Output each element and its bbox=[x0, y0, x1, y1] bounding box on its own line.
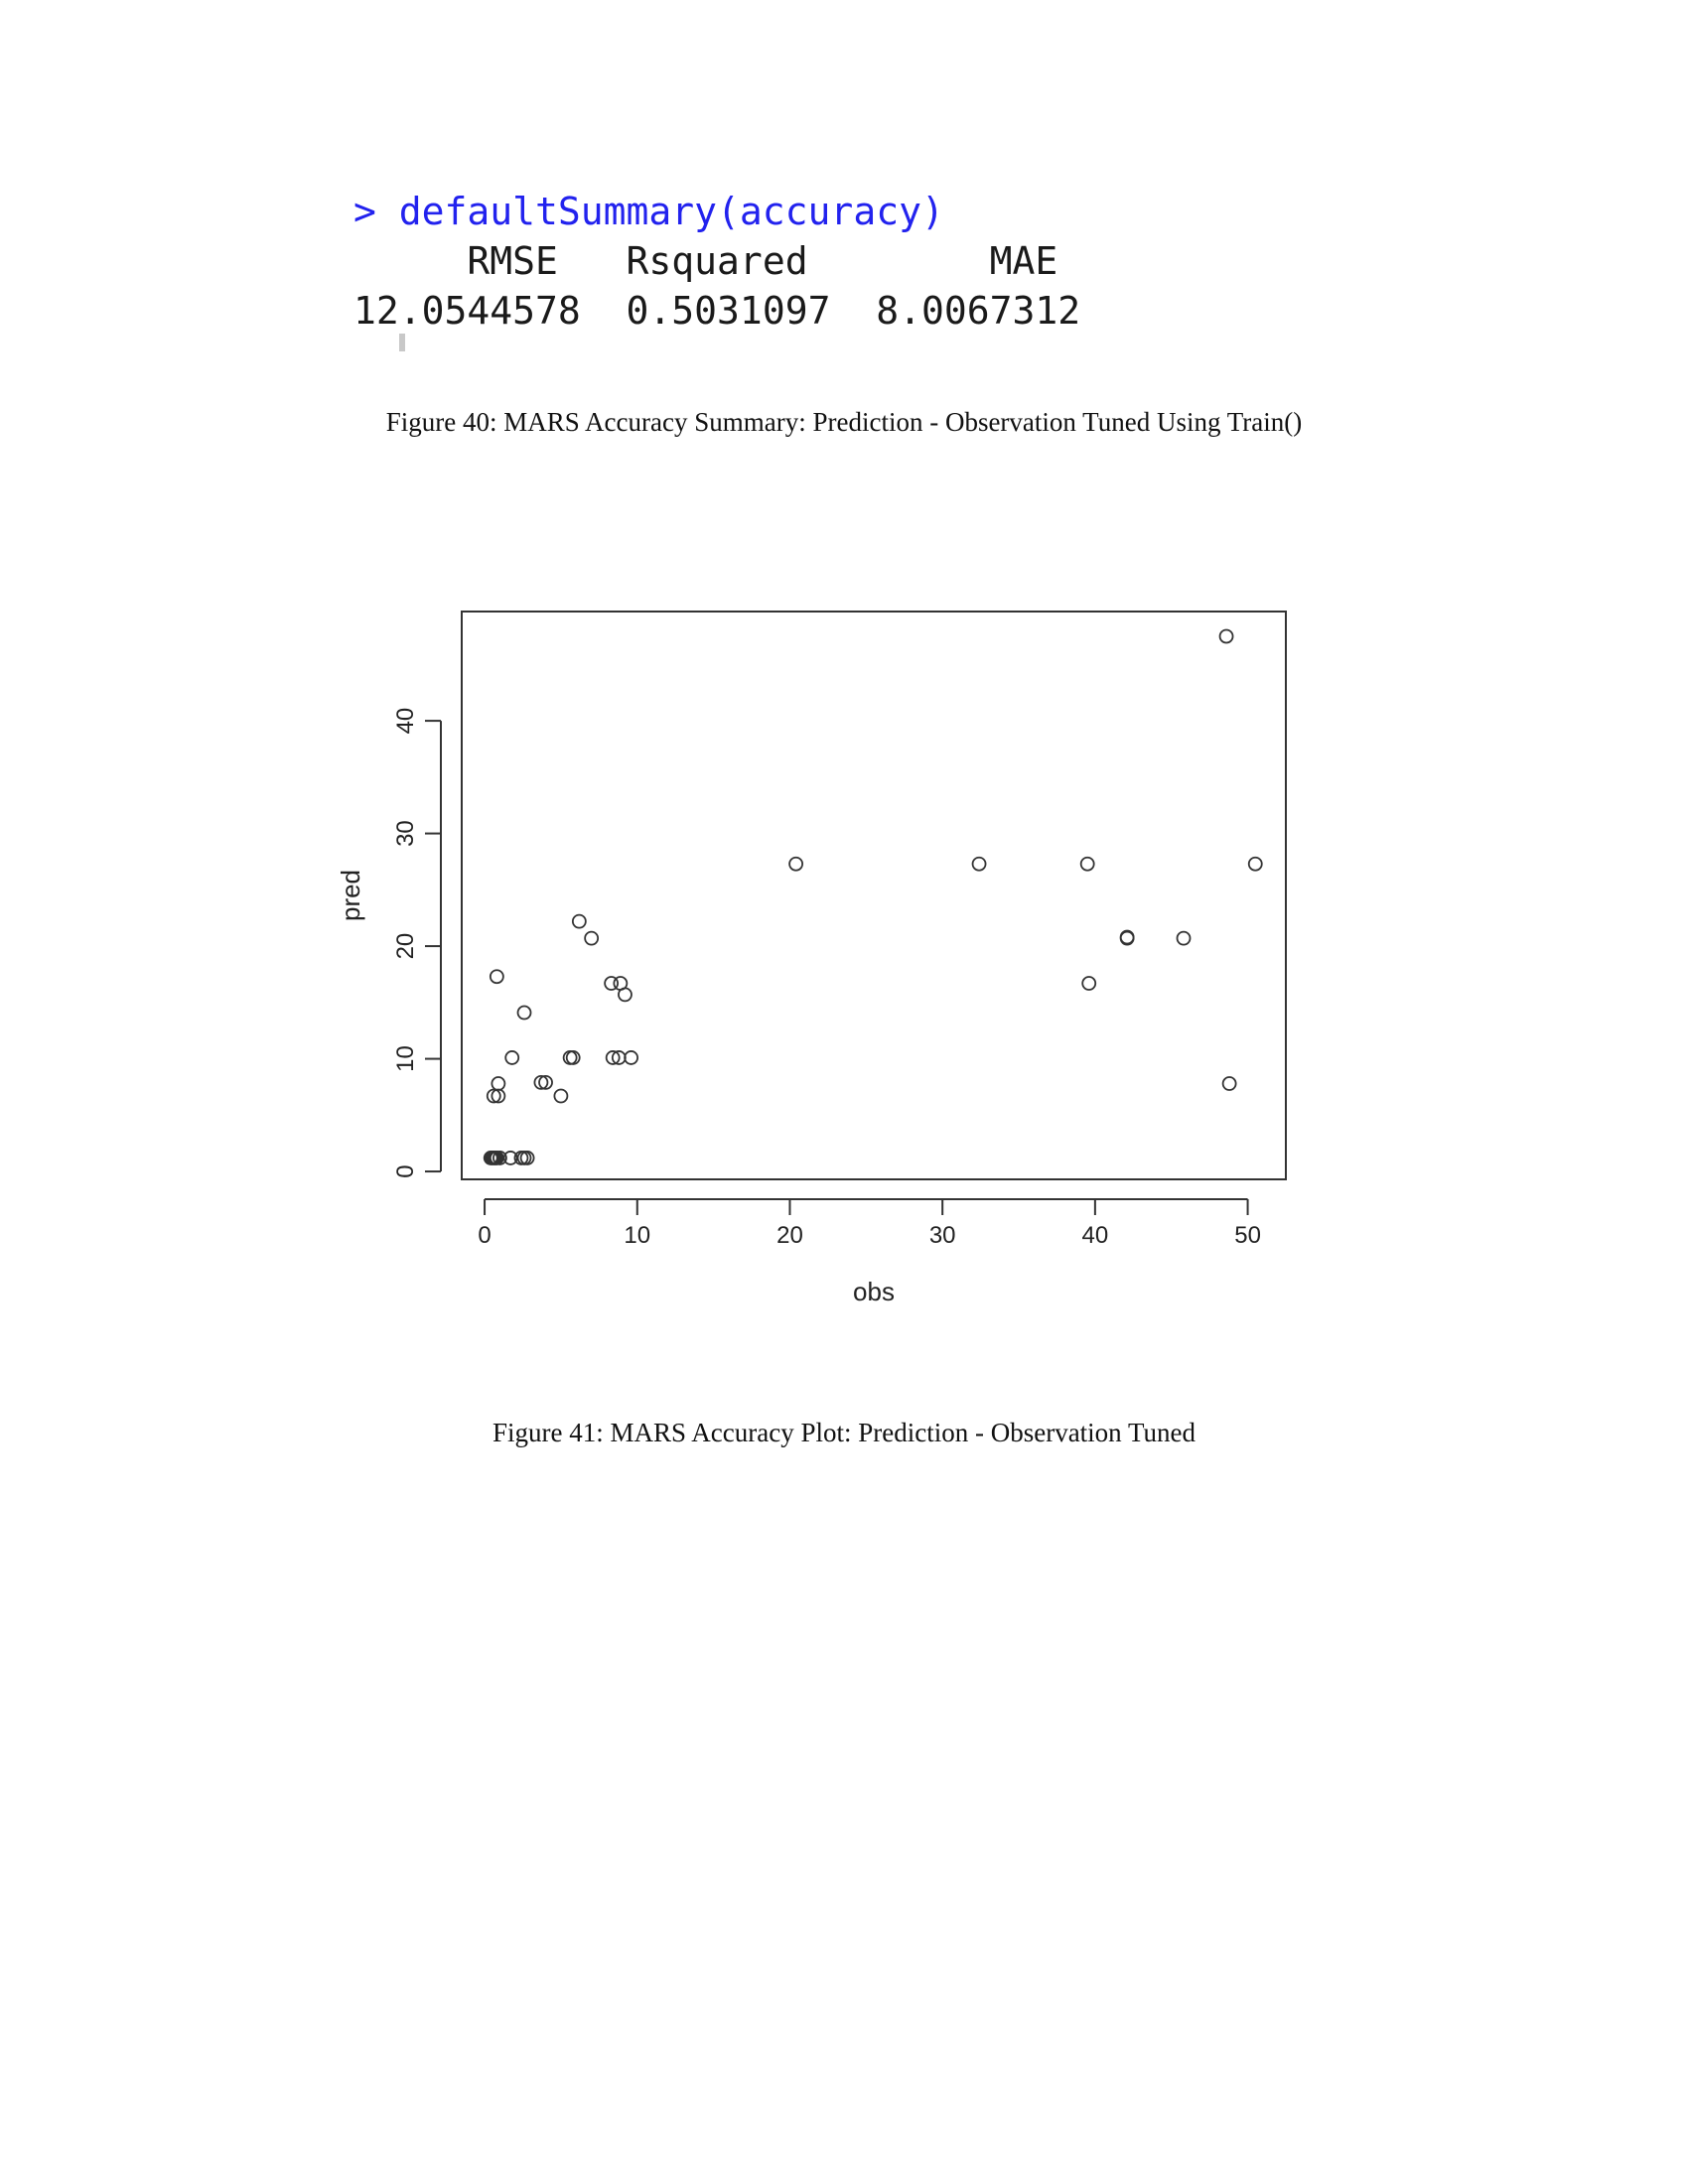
data-point bbox=[516, 1151, 532, 1165]
data-point bbox=[584, 930, 600, 946]
value-mae: 8.0067312 bbox=[876, 289, 1081, 333]
r-console-output: > defaultSummary(accuracy) RMSE Rsquared… bbox=[353, 187, 1080, 351]
data-point bbox=[491, 1076, 506, 1091]
value-rsquared: 0.5031097 bbox=[626, 289, 831, 333]
x-tick-label: 20 bbox=[776, 1222, 803, 1249]
data-point bbox=[1079, 856, 1095, 872]
x-tick-label: 50 bbox=[1234, 1222, 1261, 1249]
data-point bbox=[533, 1074, 549, 1090]
data-point bbox=[788, 856, 804, 872]
data-point bbox=[486, 1088, 501, 1104]
data-point bbox=[571, 913, 587, 929]
data-point bbox=[1081, 976, 1097, 991]
data-point bbox=[1119, 929, 1135, 945]
x-axis-label: obs bbox=[853, 1277, 895, 1306]
header-rsquared: Rsquared bbox=[626, 239, 808, 283]
y-tick-label: 40 bbox=[392, 708, 419, 735]
data-point bbox=[565, 1050, 581, 1065]
console-header-row: RMSE Rsquared MAE bbox=[353, 239, 1057, 283]
data-point bbox=[604, 976, 620, 991]
x-tick-label: 10 bbox=[624, 1222, 650, 1249]
figure-40-caption: Figure 40: MARS Accuracy Summary: Predic… bbox=[385, 407, 1303, 437]
data-point bbox=[624, 1050, 639, 1065]
plot-area-frame bbox=[461, 611, 1287, 1180]
y-tick-label: 0 bbox=[392, 1164, 419, 1177]
header-rmse: RMSE bbox=[467, 239, 558, 283]
x-tick-label: 40 bbox=[1082, 1222, 1109, 1249]
data-point bbox=[1176, 930, 1192, 946]
data-point bbox=[1221, 1076, 1237, 1091]
x-axis: 0 10 20 30 40 50 bbox=[478, 1198, 1261, 1249]
x-tick-label: 0 bbox=[478, 1222, 491, 1249]
data-point bbox=[538, 1074, 553, 1090]
data-point bbox=[605, 1050, 621, 1065]
data-point bbox=[516, 1005, 532, 1021]
data-point bbox=[562, 1050, 578, 1065]
data-point bbox=[1218, 628, 1234, 644]
console-value-row: 12.0544578 0.5031097 8.0067312 bbox=[353, 289, 1080, 333]
y-tick-label: 10 bbox=[392, 1045, 419, 1072]
console-command: > defaultSummary(accuracy) bbox=[353, 190, 944, 233]
scatter-plot: 0 10 20 30 40 50 0 10 20 30 40 obs pred bbox=[336, 611, 1287, 1306]
x-tick-label: 30 bbox=[929, 1222, 956, 1249]
y-axis: 0 10 20 30 40 bbox=[392, 708, 442, 1178]
y-tick-label: 20 bbox=[392, 933, 419, 960]
data-points bbox=[483, 628, 1263, 1165]
data-point bbox=[489, 969, 504, 985]
data-point bbox=[553, 1088, 569, 1104]
console-cursor bbox=[399, 334, 405, 351]
data-point bbox=[504, 1050, 520, 1065]
header-mae: MAE bbox=[989, 239, 1058, 283]
data-point bbox=[519, 1151, 535, 1165]
data-point bbox=[492, 1151, 507, 1165]
y-axis-label: pred bbox=[336, 870, 365, 921]
data-point bbox=[618, 987, 633, 1003]
figure-41-caption: Figure 41: MARS Accuracy Plot: Predictio… bbox=[492, 1418, 1196, 1447]
y-tick-label: 30 bbox=[392, 820, 419, 847]
value-rmse: 12.0544578 bbox=[353, 289, 581, 333]
data-point bbox=[1247, 856, 1263, 872]
data-point bbox=[971, 856, 987, 872]
